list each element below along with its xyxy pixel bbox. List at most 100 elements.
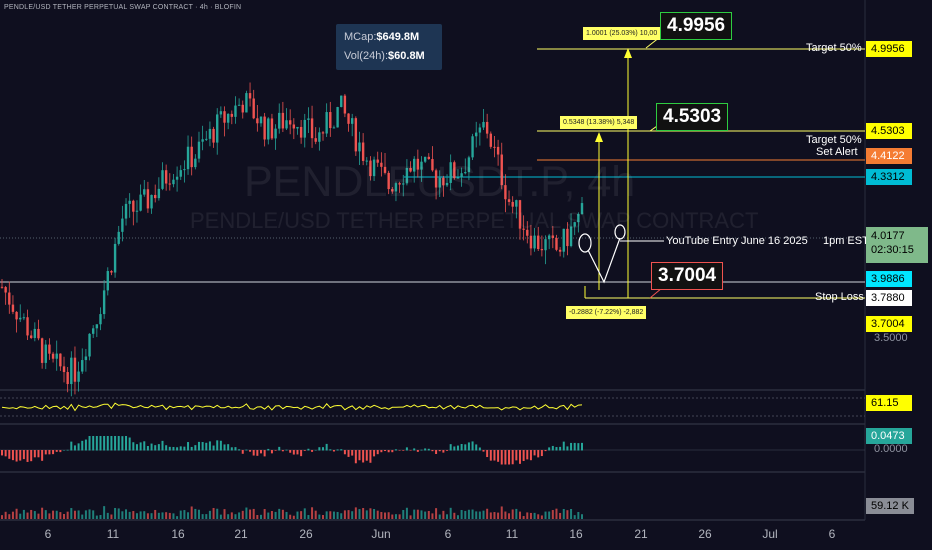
macd-bar <box>460 443 463 451</box>
volume-bar <box>493 512 496 519</box>
volume-bar <box>482 510 485 519</box>
volume-bar <box>194 508 197 519</box>
candle-body <box>179 170 182 177</box>
macd-bar <box>311 450 314 452</box>
price-label-alert: 4.4122 <box>866 148 912 164</box>
candle-body <box>409 167 412 172</box>
volume-bar <box>533 512 536 519</box>
volume-bar <box>238 512 241 519</box>
macd-bar <box>205 442 208 451</box>
macd-bar <box>478 447 481 451</box>
candle-body <box>88 333 91 357</box>
macd-bar <box>533 450 536 456</box>
candle-body <box>117 231 120 244</box>
volume-bar <box>263 509 266 519</box>
volume-bar <box>84 510 87 519</box>
volume-bar <box>464 510 467 519</box>
volume-bar <box>471 509 474 519</box>
candle-body <box>453 162 456 179</box>
volume-bar <box>467 509 470 519</box>
stop-text: Stop Loss <box>815 291 864 303</box>
volume-bar <box>449 507 452 519</box>
volume-bar <box>26 512 29 519</box>
macd-bar <box>325 443 328 451</box>
candle-body <box>15 311 18 320</box>
macd-bar <box>114 436 117 451</box>
macd-bar <box>365 450 368 461</box>
volume-bar <box>48 513 51 519</box>
volume-bar <box>354 507 357 519</box>
macd-zero-label: 0.0000 <box>874 443 908 455</box>
candle-body <box>248 93 252 99</box>
candle-body <box>314 138 317 142</box>
macd-bar <box>183 446 186 451</box>
candle-body <box>347 113 350 124</box>
macd-bar <box>63 449 66 451</box>
macd-bar <box>449 444 452 451</box>
stop-note: -0.2882 (-7.22%) -2,882 <box>566 306 647 319</box>
candle-body <box>139 194 142 211</box>
x-tick: 26 <box>299 527 313 541</box>
candle-body <box>372 159 376 177</box>
volume-bar <box>551 510 554 519</box>
volume-bar <box>522 516 525 519</box>
candle-body <box>37 328 40 339</box>
volume-bar <box>165 512 168 519</box>
stop-box: 3.7004 <box>651 262 724 290</box>
price-label-entry: 3.9886 <box>866 271 912 287</box>
volume-bar <box>566 510 569 519</box>
candle-body <box>332 127 336 129</box>
volume-bar <box>30 509 33 519</box>
candle-body <box>307 118 310 120</box>
volume-bar <box>427 510 430 519</box>
macd-bar <box>219 440 222 451</box>
volume-bar <box>438 514 441 519</box>
macd-bar <box>194 445 197 451</box>
macd-bar <box>493 450 496 461</box>
macd-bar <box>150 443 153 451</box>
macd-bar <box>52 450 55 455</box>
volume-bar <box>577 511 580 519</box>
volume-bar <box>103 506 106 519</box>
macd-bar <box>402 450 405 451</box>
candle-body <box>303 119 306 138</box>
macd-bar <box>99 436 102 451</box>
macd-bar <box>456 445 459 451</box>
volume-bar <box>172 513 175 519</box>
x-tick: 26 <box>698 527 712 541</box>
volume-bar <box>234 514 237 519</box>
candle-body <box>124 203 128 219</box>
candle-body <box>562 228 565 252</box>
volume-bar <box>431 513 434 519</box>
arrowhead-target-1 <box>595 132 603 142</box>
volume-bar <box>44 510 47 519</box>
macd-bar <box>566 446 569 451</box>
price-label-stop: 3.7004 <box>866 316 912 332</box>
candle-body <box>77 371 80 382</box>
macd-bar <box>522 450 525 461</box>
macd-bar <box>110 436 113 451</box>
macd-bar <box>117 436 120 451</box>
target1-note: 0.5348 (13.38%) 5,348 <box>560 116 638 129</box>
macd-bar <box>278 446 281 451</box>
volume-bar <box>409 515 412 519</box>
macd-bar <box>471 441 474 451</box>
macd-value-label: 0.0473 <box>866 428 912 444</box>
macd-bar <box>296 450 299 455</box>
macd-bar <box>577 443 580 451</box>
scale-faint-tick: 3.5000 <box>874 332 908 344</box>
macd-bar <box>559 446 562 451</box>
x-tick: 11 <box>505 527 519 541</box>
candle-body <box>146 189 150 209</box>
candle-body <box>515 200 518 207</box>
macd-bar <box>446 450 449 451</box>
macd-bar <box>431 450 434 452</box>
candle-body <box>230 113 234 117</box>
volume-bar <box>460 510 463 519</box>
macd-bar <box>420 449 423 451</box>
candle-body <box>496 146 500 155</box>
volume-bar <box>336 511 339 519</box>
rsi-line <box>1 402 583 412</box>
candle-body <box>343 95 347 114</box>
